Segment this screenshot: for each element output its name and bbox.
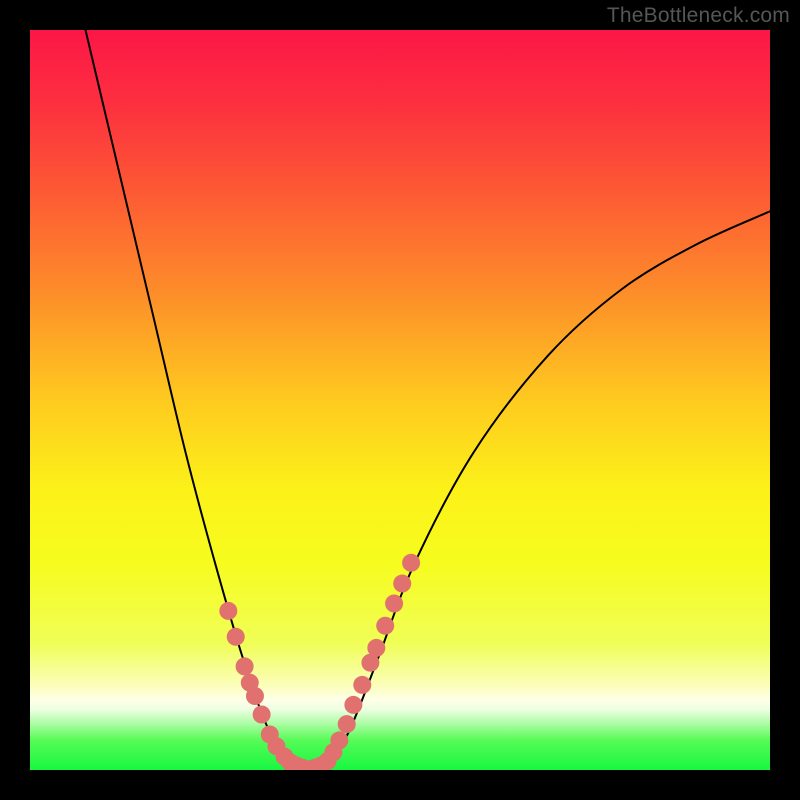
data-marker	[246, 687, 264, 705]
data-marker	[353, 676, 371, 694]
data-marker	[330, 731, 348, 749]
data-marker	[402, 554, 420, 572]
chart-svg	[30, 30, 770, 770]
watermark-text: TheBottleneck.com	[607, 4, 790, 28]
data-marker	[236, 657, 254, 675]
chart-plot-area	[30, 30, 770, 770]
data-marker	[253, 706, 271, 724]
data-marker	[338, 715, 356, 733]
data-marker	[393, 575, 411, 593]
data-marker	[227, 628, 245, 646]
data-marker	[385, 595, 403, 613]
gradient-background	[30, 30, 770, 770]
data-marker	[219, 602, 237, 620]
data-marker	[376, 617, 394, 635]
data-marker	[344, 696, 362, 714]
data-marker	[367, 639, 385, 657]
